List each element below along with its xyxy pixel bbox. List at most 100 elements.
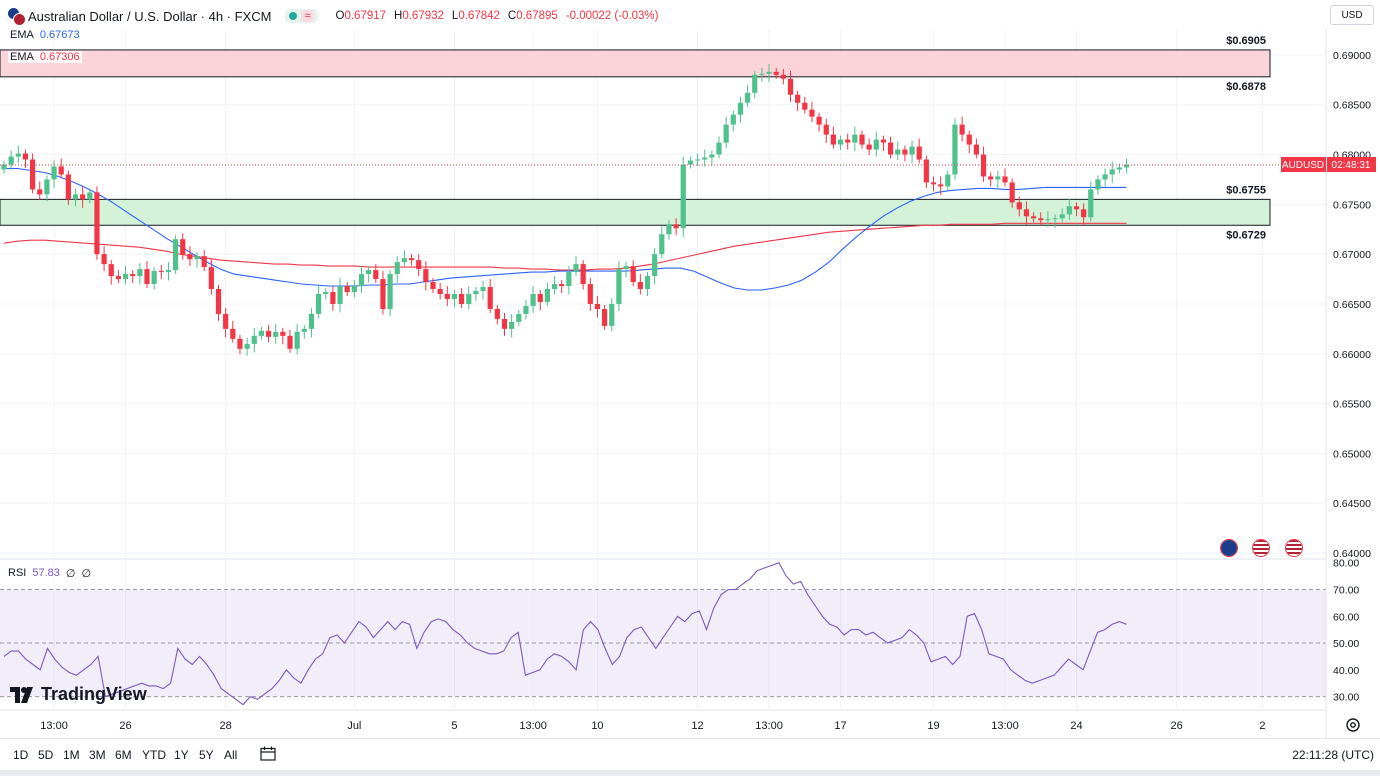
rsi-line [3, 562, 1127, 706]
candle [101, 254, 107, 265]
candle [230, 328, 236, 339]
countdown-badge [1327, 156, 1376, 172]
price-tick-label: 0.64000 [1333, 548, 1371, 560]
time-tick-label: 28 [220, 720, 232, 732]
rsi-tick-label: 60.00 [1333, 611, 1359, 623]
timeframe-1d[interactable]: 1D [13, 748, 29, 762]
candle [745, 92, 751, 103]
candle [737, 102, 744, 115]
candle [394, 262, 400, 275]
candle [273, 331, 279, 337]
candle [280, 331, 286, 336]
price-tick-label: 0.66500 [1333, 299, 1371, 311]
price-tick-label: 0.68500 [1333, 100, 1371, 112]
candle [30, 159, 36, 190]
horizontal-scrollbar[interactable] [0, 770, 1380, 776]
countdown-badge-label: 02:48:31 [1332, 160, 1371, 171]
candle [80, 194, 86, 200]
candle [873, 139, 879, 150]
rsi-legend[interactable]: RSI 57.83 ∅ ∅ [8, 567, 92, 580]
us-event-icon[interactable] [1252, 539, 1270, 557]
candle [694, 159, 701, 161]
price-tick-label: 0.67500 [1333, 199, 1371, 211]
candle [494, 308, 500, 319]
candle [337, 286, 343, 304]
ema-slow-value: 0.67306 [39, 51, 80, 63]
timeframe-3m[interactable]: 3M [89, 748, 106, 762]
candle [473, 291, 479, 294]
candle [301, 328, 307, 332]
ema-fast-value: 0.67673 [39, 29, 80, 41]
candle [223, 313, 229, 329]
candle [602, 308, 608, 326]
candle [215, 289, 222, 314]
candle [8, 156, 14, 165]
candle [137, 269, 143, 277]
ema-slow-legend[interactable]: EMA 0.67306 [8, 51, 82, 63]
utc-clock[interactable]: 22:11:28 (UTC) [1292, 748, 1374, 762]
time-tick-label: 24 [1070, 720, 1082, 732]
us-event-icon[interactable] [1285, 539, 1303, 557]
candle [652, 254, 658, 277]
candle [823, 124, 829, 135]
candle [523, 305, 529, 314]
candle [430, 282, 436, 290]
market-open-icon [289, 12, 298, 20]
candle [308, 313, 315, 329]
ema-fast-legend[interactable]: EMA 0.67673 [8, 29, 82, 41]
time-tick-label: Jul [347, 720, 361, 732]
candle [115, 276, 121, 280]
currency-button[interactable]: USD [1330, 5, 1374, 25]
candle [416, 260, 422, 270]
timeframe-5d[interactable]: 5D [38, 748, 54, 762]
rsi-tick-label: 40.00 [1333, 665, 1359, 677]
candle [501, 318, 508, 329]
candle [566, 272, 572, 287]
candle [1102, 174, 1108, 180]
candle [1, 164, 7, 170]
support-zone [0, 198, 1271, 226]
candle [58, 166, 64, 175]
tradingview-logo-icon [10, 686, 33, 703]
candle [1081, 209, 1087, 218]
settings-gear-icon[interactable] [1345, 717, 1361, 733]
timeframe-1y[interactable]: 1Y [174, 748, 189, 762]
candle [766, 71, 772, 74]
candle [666, 224, 672, 235]
candle [1031, 216, 1037, 219]
candle [1009, 182, 1015, 203]
timeframe-ytd[interactable]: YTD [142, 748, 166, 762]
candle [959, 124, 965, 135]
date-range-icon[interactable] [260, 746, 276, 761]
candle [659, 234, 665, 255]
timeframe-5y[interactable]: 5Y [199, 748, 214, 762]
candle [644, 276, 651, 290]
candles [1, 63, 1130, 356]
rsi-tick-label: 50.00 [1333, 638, 1359, 650]
timeframe-1m[interactable]: 1M [63, 748, 80, 762]
candle [988, 176, 994, 180]
price-chart[interactable]: $0.6905 $0.6878 $0.6755 $0.6729 0.69000 0.685… [0, 0, 1380, 740]
timeframe-6m[interactable]: 6M [115, 748, 132, 762]
symbol-title[interactable]: Australian Dollar / U.S. Dollar · 4h · F… [28, 8, 272, 24]
rsi-tick-label: 80.00 [1333, 558, 1359, 570]
candle [1038, 218, 1044, 221]
candle [1052, 218, 1058, 220]
candle [616, 269, 622, 304]
rsi-tick-label: 30.00 [1333, 692, 1359, 704]
candle [15, 153, 21, 157]
candle [923, 159, 929, 183]
candle [687, 160, 693, 165]
candle [72, 194, 79, 200]
timeframe-all[interactable]: All [224, 748, 238, 762]
au-event-icon[interactable] [1220, 539, 1238, 557]
ohlc-values: O0.67917 H0.67932 L0.67842 C0.67895 -0.0… [335, 10, 659, 22]
chart-header: Australian Dollar / U.S. Dollar · 4h · F… [8, 6, 659, 26]
candle [44, 179, 50, 195]
candle [1002, 176, 1008, 183]
market-status-pill[interactable]: ≈ [285, 9, 318, 23]
candle [516, 313, 522, 322]
candle [94, 192, 100, 255]
candle [995, 176, 1001, 180]
candle [51, 166, 57, 180]
